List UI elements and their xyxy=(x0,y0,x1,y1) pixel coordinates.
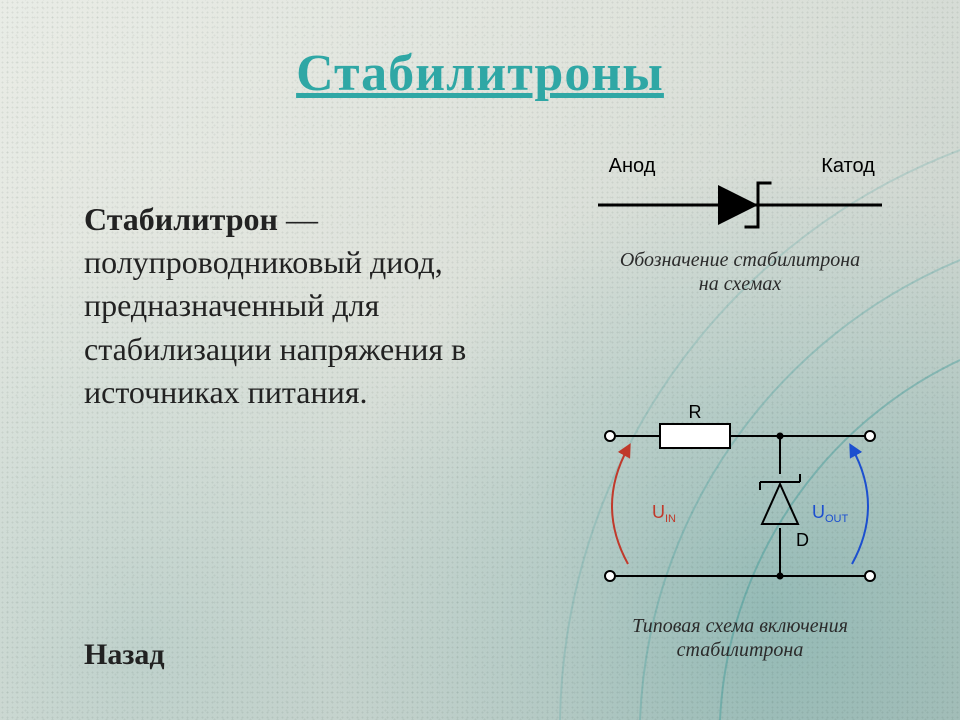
definition-rest: полупроводниковый диод, предназначенный … xyxy=(84,244,466,410)
zener-diode-icon xyxy=(760,474,800,524)
uout-arrow-icon xyxy=(852,448,868,564)
uin-arrow-icon xyxy=(612,448,628,564)
definition-lead: Стабилитрон xyxy=(84,201,278,237)
zener-circuit-panel: R D UIN UOUT Типовая схема включения ста… xyxy=(580,396,900,662)
zener-circuit-svg: R D UIN UOUT xyxy=(580,396,900,606)
circuit-caption-l1: Типовая схема включения xyxy=(632,615,848,637)
symbol-caption-l1: Обозначение стабилитрона xyxy=(620,249,860,271)
uout-label: UOUT xyxy=(812,502,849,525)
circuit-caption: Типовая схема включения стабилитрона xyxy=(580,614,900,662)
back-link[interactable]: Назад xyxy=(84,638,165,672)
zener-symbol-svg: Анод Катод xyxy=(580,150,900,240)
page-title: Стабилитроны xyxy=(0,44,960,103)
resistor-label: R xyxy=(689,402,702,422)
zener-symbol-panel: Анод Катод Обозначение стабилитрона на с… xyxy=(580,150,900,296)
circuit-caption-l2: стабилитрона xyxy=(677,639,804,661)
anode-label: Анод xyxy=(609,155,656,177)
definition-sep: — xyxy=(278,201,318,237)
zener-triangle-icon xyxy=(718,185,758,225)
uin-label: UIN xyxy=(652,502,676,525)
diode-label: D xyxy=(796,530,809,550)
symbol-caption-l2: на схемах xyxy=(699,273,781,295)
cathode-label: Катод xyxy=(821,155,875,177)
terminals xyxy=(605,431,875,581)
circuit-wires xyxy=(610,424,870,576)
definition-text: Стабилитрон — полупроводниковый диод, пр… xyxy=(84,198,554,414)
symbol-caption: Обозначение стабилитрона на схемах xyxy=(580,248,900,296)
